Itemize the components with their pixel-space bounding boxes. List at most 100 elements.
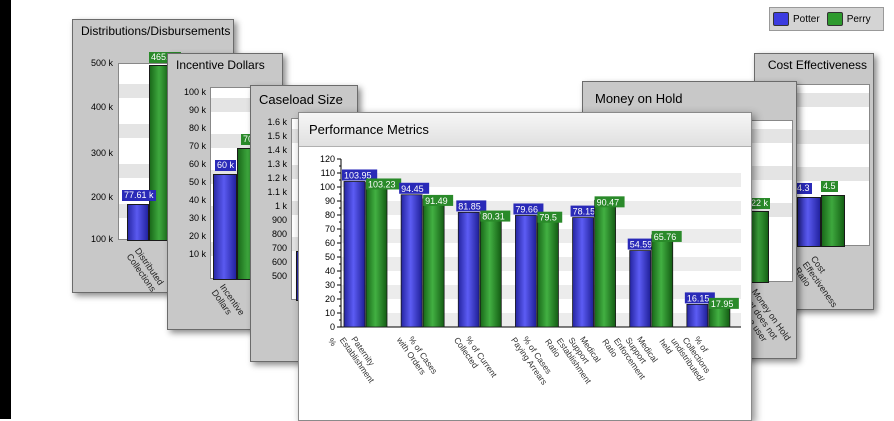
y-tick-label: 40 xyxy=(325,266,335,276)
y-tick-label: 90 xyxy=(325,196,335,206)
y-tick: 10 k xyxy=(188,249,206,259)
y-tick-label: 80 xyxy=(325,210,335,220)
data-label-potter: 77.61 k xyxy=(122,190,156,201)
bar-potter xyxy=(213,174,237,280)
y-tick-label: 120 xyxy=(320,154,335,164)
data-label-bg xyxy=(537,211,563,223)
y-tick: 200 k xyxy=(90,192,113,202)
y-tick-label: 70 xyxy=(325,224,335,234)
bar-potter xyxy=(457,212,480,328)
data-label-bg xyxy=(456,200,487,212)
panel-title: Incentive Dollars xyxy=(176,58,265,72)
panel-title: Cost Effectiveness xyxy=(767,58,867,72)
y-tick: 60 k xyxy=(188,159,206,169)
y-tick: 1.4 k xyxy=(267,145,287,155)
data-label-bg xyxy=(594,196,625,208)
bar-potter xyxy=(629,250,652,328)
bar-potter xyxy=(400,194,423,328)
data-label-bg xyxy=(342,169,378,181)
data-label-bg xyxy=(480,210,511,222)
y-tick: 500 xyxy=(271,271,287,281)
y-tick: 1.5 k xyxy=(267,131,287,141)
y-tick-label: 100 xyxy=(320,182,335,192)
category-label: MedicalSupportEstablishmentRatio xyxy=(543,320,610,392)
data-label-potter: 94.45 xyxy=(401,184,424,194)
category-label: PaternityEstablishment% xyxy=(326,325,385,391)
data-label-potter: 81.85 xyxy=(458,201,481,211)
data-label-perry: 103.23 xyxy=(368,179,396,189)
data-label-perry: 22 k xyxy=(749,198,771,209)
y-tick: 1.1 k xyxy=(267,187,287,197)
data-label-perry: 465.95 xyxy=(149,52,181,63)
bar-perry xyxy=(365,182,388,328)
bar-perry xyxy=(537,215,559,328)
legend-label-potter: Potter xyxy=(793,13,820,25)
legend-swatch-perry[interactable] xyxy=(826,12,843,26)
y-tick: 50 k xyxy=(188,177,206,187)
dashboard-stage: Distributions/Disbursements 77.61 k 465.… xyxy=(14,0,894,421)
y-tick: 100 k xyxy=(90,234,113,244)
y-tick: 1.3 k xyxy=(267,159,287,169)
y-tick-label: 20 xyxy=(325,294,335,304)
data-label-perry: 91.49 xyxy=(425,196,448,206)
y-tick-label: 0 xyxy=(330,322,335,332)
y-tick: 70 k xyxy=(188,141,206,151)
category-label: % of CurrentCollected xyxy=(452,329,500,385)
data-label-bg xyxy=(423,194,454,206)
category-label: % ofCollectionsundistributed/held xyxy=(657,320,723,390)
panel-title: Caseload Size xyxy=(259,92,343,107)
bar-potter xyxy=(343,181,366,328)
y-tick: 1.2 k xyxy=(267,173,287,183)
y-tick-label: 110 xyxy=(321,168,335,178)
data-label-bg xyxy=(708,297,739,309)
data-label-perry: 17.95 xyxy=(711,299,734,309)
data-label-potter: 16.15 xyxy=(687,293,710,303)
data-label-bg xyxy=(513,203,544,215)
data-label-potter: 103.95 xyxy=(344,170,372,180)
category-label: MedicalSupportEnforcementRatio xyxy=(600,320,664,388)
bar-perry xyxy=(479,214,502,328)
panel-performance-metrics[interactable]: Performance Metrics 0 10 20 30 40 50 60 70 80 90 1… xyxy=(298,112,752,421)
y-tick-label: 50 xyxy=(325,252,335,262)
y-tick: 90 k xyxy=(188,105,206,115)
bar-perry xyxy=(651,234,674,328)
bar-potter xyxy=(515,215,537,328)
data-label-bg xyxy=(399,182,430,194)
bar-potter xyxy=(127,204,149,241)
y-tick-label: 60 xyxy=(325,238,335,248)
bar-perry xyxy=(422,198,445,328)
data-label-potter: 54.59 xyxy=(630,240,653,250)
y-tick: 300 k xyxy=(90,148,113,158)
category-label: % of Caseswith Orders xyxy=(394,329,439,382)
legend-label-perry: Perry xyxy=(846,13,871,25)
chart-legend: Potter Perry xyxy=(769,7,884,31)
data-label-perry: 4.5 xyxy=(821,181,838,192)
y-tick: 900 xyxy=(271,215,287,225)
data-label-bg xyxy=(570,205,601,217)
legend-swatch-potter[interactable] xyxy=(773,12,789,26)
category-label: Cost Effectiveness Ratio xyxy=(792,254,840,310)
y-tick: 600 xyxy=(271,257,287,267)
data-label-perry: 80.31 xyxy=(482,212,505,222)
panel-title: Distributions/Disbursements xyxy=(81,24,231,38)
data-label-perry: 79.5 xyxy=(539,213,557,223)
data-label-bg xyxy=(627,238,658,250)
bar-potter xyxy=(797,197,821,247)
data-label-potter: 4.3 xyxy=(795,183,812,194)
category-label: Incentive Dollars xyxy=(209,282,247,318)
bar-potter xyxy=(686,303,709,328)
data-label-potter: 60 k xyxy=(215,160,237,171)
grid-band xyxy=(341,173,741,187)
panel-title: Money on Hold xyxy=(595,91,683,106)
y-tick: 100 k xyxy=(183,87,206,97)
bar-potter xyxy=(572,217,594,328)
data-label-perry: 90.47 xyxy=(597,197,620,207)
y-tick: 800 xyxy=(271,229,287,239)
data-label-bg xyxy=(651,230,682,242)
data-label-bg xyxy=(366,178,402,190)
y-tick: 400 k xyxy=(90,102,113,112)
bar-perry xyxy=(594,199,616,328)
data-label-potter: 79.66 xyxy=(515,204,538,214)
y-tick-label: 30 xyxy=(325,280,335,290)
y-tick: 500 k xyxy=(90,58,113,68)
